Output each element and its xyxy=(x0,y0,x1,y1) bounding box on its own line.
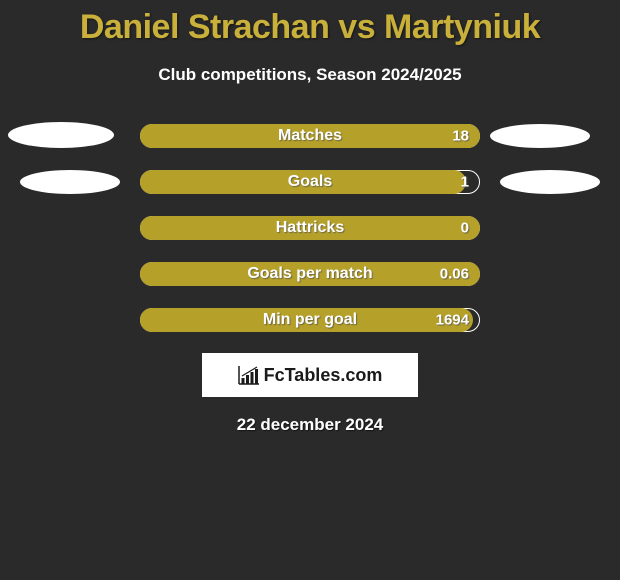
stat-value: 1694 xyxy=(436,312,469,329)
bar-track: Goals per match0.06 xyxy=(140,262,480,286)
stat-value: 18 xyxy=(452,128,469,145)
bar-track: Matches18 xyxy=(140,124,480,148)
subtitle: Club competitions, Season 2024/2025 xyxy=(0,65,620,85)
player-marker-left xyxy=(8,122,114,148)
bar-track: Min per goal1694 xyxy=(140,308,480,332)
stat-label: Hattricks xyxy=(141,219,479,237)
player-marker-right xyxy=(490,124,590,148)
bar-track: Hattricks0 xyxy=(140,216,480,240)
stat-row: Hattricks0 xyxy=(0,215,620,239)
comparison-chart: Matches18 Goals1 Hattricks0 Goals per match… xyxy=(0,123,620,331)
stat-row: Goals1 xyxy=(0,169,620,193)
date-label: 22 december 2024 xyxy=(0,415,620,435)
stat-row: Matches18 xyxy=(0,123,620,147)
brand-label: FcTables.com xyxy=(264,365,383,386)
stat-value: 1 xyxy=(461,174,469,191)
stat-label: Matches xyxy=(141,127,479,145)
page-title: Daniel Strachan vs Martyniuk xyxy=(0,0,620,47)
player-marker-left xyxy=(20,170,120,194)
stat-label: Goals xyxy=(141,173,479,191)
stat-value: 0 xyxy=(461,220,469,237)
stat-row: Goals per match0.06 xyxy=(0,261,620,285)
stat-label: Goals per match xyxy=(141,265,479,283)
brand-box: FcTables.com xyxy=(202,353,418,397)
player-marker-right xyxy=(500,170,600,194)
stat-label: Min per goal xyxy=(141,311,479,329)
stat-row: Min per goal1694 xyxy=(0,307,620,331)
bars-chart-icon xyxy=(238,365,260,385)
bar-track: Goals1 xyxy=(140,170,480,194)
stat-value: 0.06 xyxy=(440,266,469,283)
